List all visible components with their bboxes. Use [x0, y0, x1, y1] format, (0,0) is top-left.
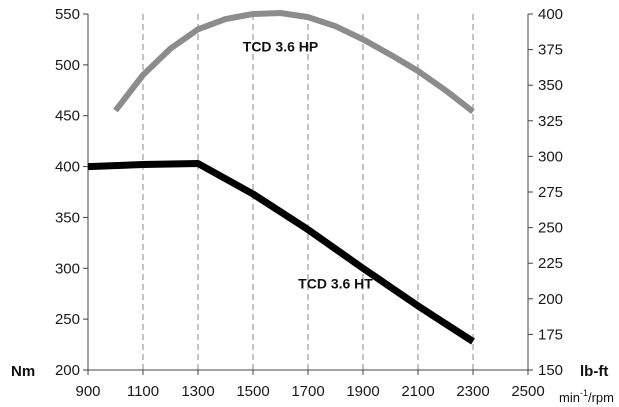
y2-tick-label-225: 225: [538, 255, 563, 272]
y-tick-label-250: 250: [55, 311, 80, 328]
series-labels: TCD 3.6 HP TCD 3.6 HT: [243, 39, 374, 292]
x-tick-label-2300: 2300: [456, 383, 489, 400]
x-tick-label-900: 900: [75, 383, 100, 400]
x-axis-unit: min-1/rpm: [559, 388, 614, 405]
y2-tick-label-175: 175: [538, 326, 563, 343]
y-axis-right-unit: lb-ft: [580, 363, 608, 380]
x-tick-label-1900: 1900: [346, 383, 379, 400]
series-lines: [87, 10, 475, 345]
y-tick-label-400: 400: [55, 159, 80, 176]
series-label-tcd-3-6-hp: TCD 3.6 HP: [243, 39, 318, 55]
tick-labels: 200 250 300 350 400 450 500 550 150 175 200 225 250 2…: [55, 6, 563, 400]
series-label-tcd-3-6-ht: TCD 3.6 HT: [298, 276, 373, 292]
x-tick-label-1500: 1500: [236, 383, 269, 400]
y-tick-label-450: 450: [55, 108, 80, 125]
y2-tick-label-350: 350: [538, 77, 563, 94]
y2-tick-label-375: 375: [538, 42, 563, 59]
y2-tick-label-300: 300: [538, 148, 563, 165]
x-tick-label-1100: 1100: [127, 383, 159, 400]
y2-tick-label-200: 200: [538, 291, 563, 308]
y-tick-label-550: 550: [55, 6, 80, 23]
x-tick-label-2100: 2100: [401, 383, 434, 400]
y2-tick-label-325: 325: [538, 113, 563, 130]
y2-tick-label-400: 400: [538, 6, 563, 23]
x-tick-label-1300: 1300: [181, 383, 214, 400]
y-tick-label-350: 350: [55, 209, 80, 226]
plot-axes: [83, 13, 533, 375]
y2-tick-label-275: 275: [538, 184, 563, 201]
y-tick-label-300: 300: [55, 260, 80, 277]
vertical-grid-lines: [142, 14, 474, 370]
y-tick-label-200: 200: [55, 362, 80, 379]
y2-tick-label-250: 250: [538, 220, 563, 237]
x-tick-label-1700: 1700: [291, 383, 324, 400]
series-line-tcd-3-6-ht: [87, 160, 475, 345]
y-axis-left-unit: Nm: [11, 363, 35, 380]
series-line-tcd-3-6-hp: [113, 10, 475, 114]
y-tick-label-500: 500: [55, 57, 80, 74]
x-tick-label-2500: 2500: [511, 383, 544, 400]
y2-tick-label-150: 150: [538, 362, 563, 379]
